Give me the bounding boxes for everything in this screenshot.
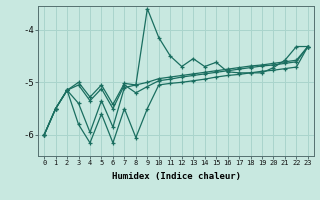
X-axis label: Humidex (Indice chaleur): Humidex (Indice chaleur): [111, 172, 241, 181]
